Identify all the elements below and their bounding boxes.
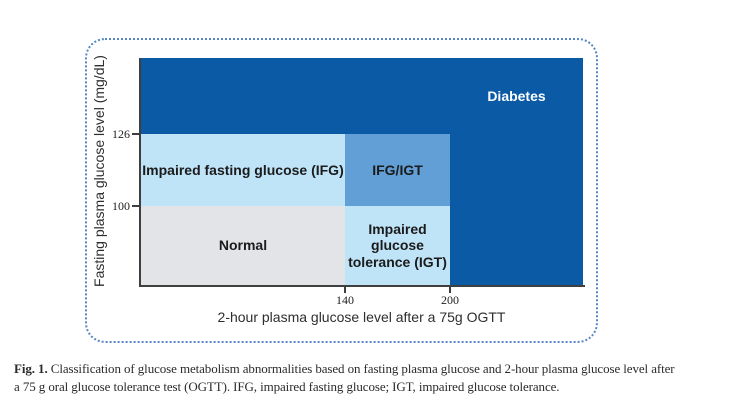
y-tick-label-100: 100 [112, 199, 130, 213]
x-tick-mark-200 [449, 287, 451, 293]
region-label-ifg-igt: IFG/IGT [372, 161, 423, 178]
figure-caption: Fig. 1. Classification of glucose metabo… [14, 360, 726, 396]
y-tick-mark-100 [132, 205, 139, 207]
region-impaired-glucose-tolerance: Impaired glucose tolerance (IGT) [345, 206, 450, 285]
region-diabetes-top-band [141, 58, 583, 134]
y-tick-mark-126 [132, 133, 139, 135]
region-normal: Normal [141, 206, 345, 285]
x-tick-mark-140 [344, 287, 346, 293]
caption-text-1: Classification of glucose metabolism abn… [50, 361, 675, 376]
x-tick-label-140: 140 [336, 293, 354, 307]
caption-line-1: Fig. 1. Classification of glucose metabo… [14, 360, 726, 378]
caption-figure-label: Fig. 1. [14, 361, 48, 376]
region-label-igt: Impaired glucose tolerance (IGT) [348, 220, 447, 270]
region-label-diabetes: Diabetes [487, 87, 546, 104]
region-label-ifg: Impaired fasting glucose (IFG) [142, 161, 344, 178]
region-diabetes-right-column [450, 134, 583, 285]
y-tick-label-126: 126 [112, 127, 130, 141]
region-ifg-igt: IFG/IGT [345, 134, 450, 206]
x-axis-line [139, 285, 585, 287]
region-impaired-fasting-glucose: Impaired fasting glucose (IFG) [141, 134, 345, 206]
x-tick-label-200: 200 [441, 293, 459, 307]
region-label-normal: Normal [218, 237, 268, 254]
x-axis-title: 2-hour plasma glucose level after a 75g … [217, 309, 506, 325]
y-axis-title: Fasting plasma glucose level (mg/dL) [91, 55, 107, 287]
y-axis-line [139, 58, 141, 287]
region-label-diabetes-box: Diabetes [450, 58, 583, 134]
caption-line-2: a 75 g oral glucose tolerance test (OGTT… [14, 378, 726, 396]
caption-text-2: a 75 g oral glucose tolerance test (OGTT… [14, 378, 560, 394]
